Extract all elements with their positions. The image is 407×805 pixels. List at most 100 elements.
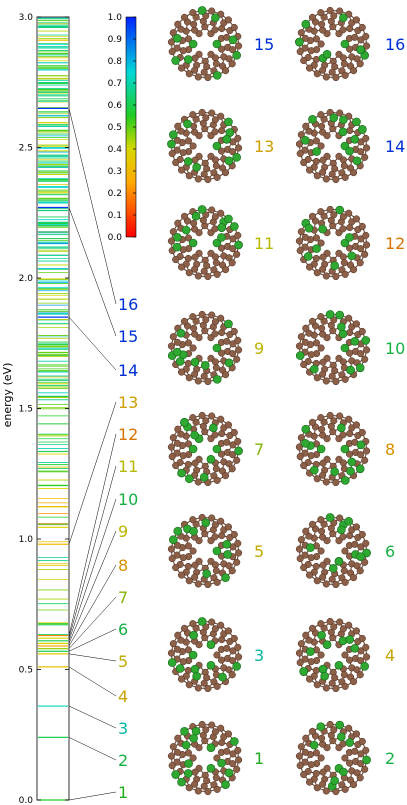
carbon-atom [353,562,361,570]
carbon-atom [308,418,317,426]
carbon-atom [225,254,233,262]
dopant-atom [352,156,362,166]
dopant-atom [361,336,371,345]
carbon-atom [319,573,327,581]
carbon-atom [340,567,348,575]
carbon-atom [363,447,371,455]
carbon-atom [302,527,310,535]
dopant-atom [318,664,328,674]
carbon-atom [305,571,314,579]
carbon-atom [177,64,186,72]
dopant-atom [199,472,209,482]
dopant-atom [337,732,346,742]
carbon-atom [317,344,325,352]
carbon-atom [202,316,210,324]
carbon-atom [184,749,192,757]
carbon-atom [322,73,330,81]
carbon-atom [295,545,303,553]
carbon-atom [229,245,237,253]
carbon-atom [217,621,225,629]
colorbar-ticks: 0.0 0.1 0.2 0.3 0.4 0.5 0.6 0.7 0.8 0.9 1.0 [108,13,136,243]
state-connectors [68,108,117,801]
carbon-atom [307,452,315,460]
carbon-atom [318,122,326,130]
panel-label-7: 7 [254,440,264,459]
carbon-atom [233,456,241,464]
carbon-atom [169,333,177,341]
carbon-atom [319,459,327,467]
colorbar: 0.0 0.1 0.2 0.3 0.4 0.5 0.6 0.7 0.8 0.9 1.0 [108,13,137,243]
carbon-atom [191,156,199,164]
carbon-atom [221,67,230,75]
carbon-atom [221,266,230,274]
carbon-atom [332,580,340,589]
dopant-atom [334,557,344,566]
state-connector [68,666,117,697]
carbon-atom [307,351,315,359]
carbon-atom [189,313,197,321]
carbon-atom [173,44,181,52]
carbon-atom [313,475,321,483]
carbon-atom [313,784,321,792]
carbon-atom [297,434,305,442]
dopant-atom [217,233,226,242]
fullerene-7 [167,310,243,386]
carbon-atom [189,142,197,150]
carbon-atom [300,461,308,470]
state-connector [68,433,117,636]
dopant-atom [350,135,360,144]
dopant-atom [209,423,218,433]
carbon-atom [198,310,206,319]
dopant-atom [206,661,216,670]
carbon-atom [362,539,370,547]
colorbar-tick-label: 0.4 [108,145,123,155]
carbon-atom [301,551,309,559]
dopant-atom [188,444,198,454]
carbon-atom [224,523,233,531]
dopant-atom [221,573,230,582]
carbon-atom [305,532,313,540]
carbon-atom [229,148,237,156]
carbon-atom [353,666,361,674]
dopant-atom [183,157,193,166]
dopant-atom [350,644,360,653]
carbon-atom [307,47,315,55]
carbon-atom [301,146,309,154]
dopant-atom [345,146,354,156]
carbon-atom [363,144,371,152]
carbon-atom [177,263,186,271]
carbon-atom [208,514,216,522]
carbon-atom [312,35,320,43]
dopant-atom [340,444,350,454]
carbon-atom [345,724,353,732]
y-axis-label: energy (eV) [1,363,14,428]
carbon-atom [351,540,359,548]
carbon-atom [352,523,361,531]
carbon-atom [317,9,325,17]
carbon-atom [322,787,330,795]
dopant-atom [325,513,335,522]
carbon-atom [332,684,340,693]
carbon-atom [341,270,349,278]
dopant-atom [173,34,182,43]
carbon-atom [229,760,237,768]
carbon-atom [180,13,189,21]
carbon-atom [191,561,199,569]
carbon-atom [211,54,219,62]
carbon-atom [341,578,349,586]
carbon-atom [228,671,236,679]
dopant-atom [338,127,348,137]
carbon-atom [346,759,354,767]
carbon-atom [352,421,361,429]
carbon-atom [235,756,243,764]
carbon-atom [224,627,233,635]
carbon-atom [198,720,206,729]
carbon-atom [185,681,193,689]
dopant-atom [189,733,198,743]
carbon-atom [229,441,237,449]
carbon-atom [198,108,206,117]
carbon-atom [339,625,347,633]
carbon-atom [319,168,327,176]
carbon-atom [174,219,182,227]
